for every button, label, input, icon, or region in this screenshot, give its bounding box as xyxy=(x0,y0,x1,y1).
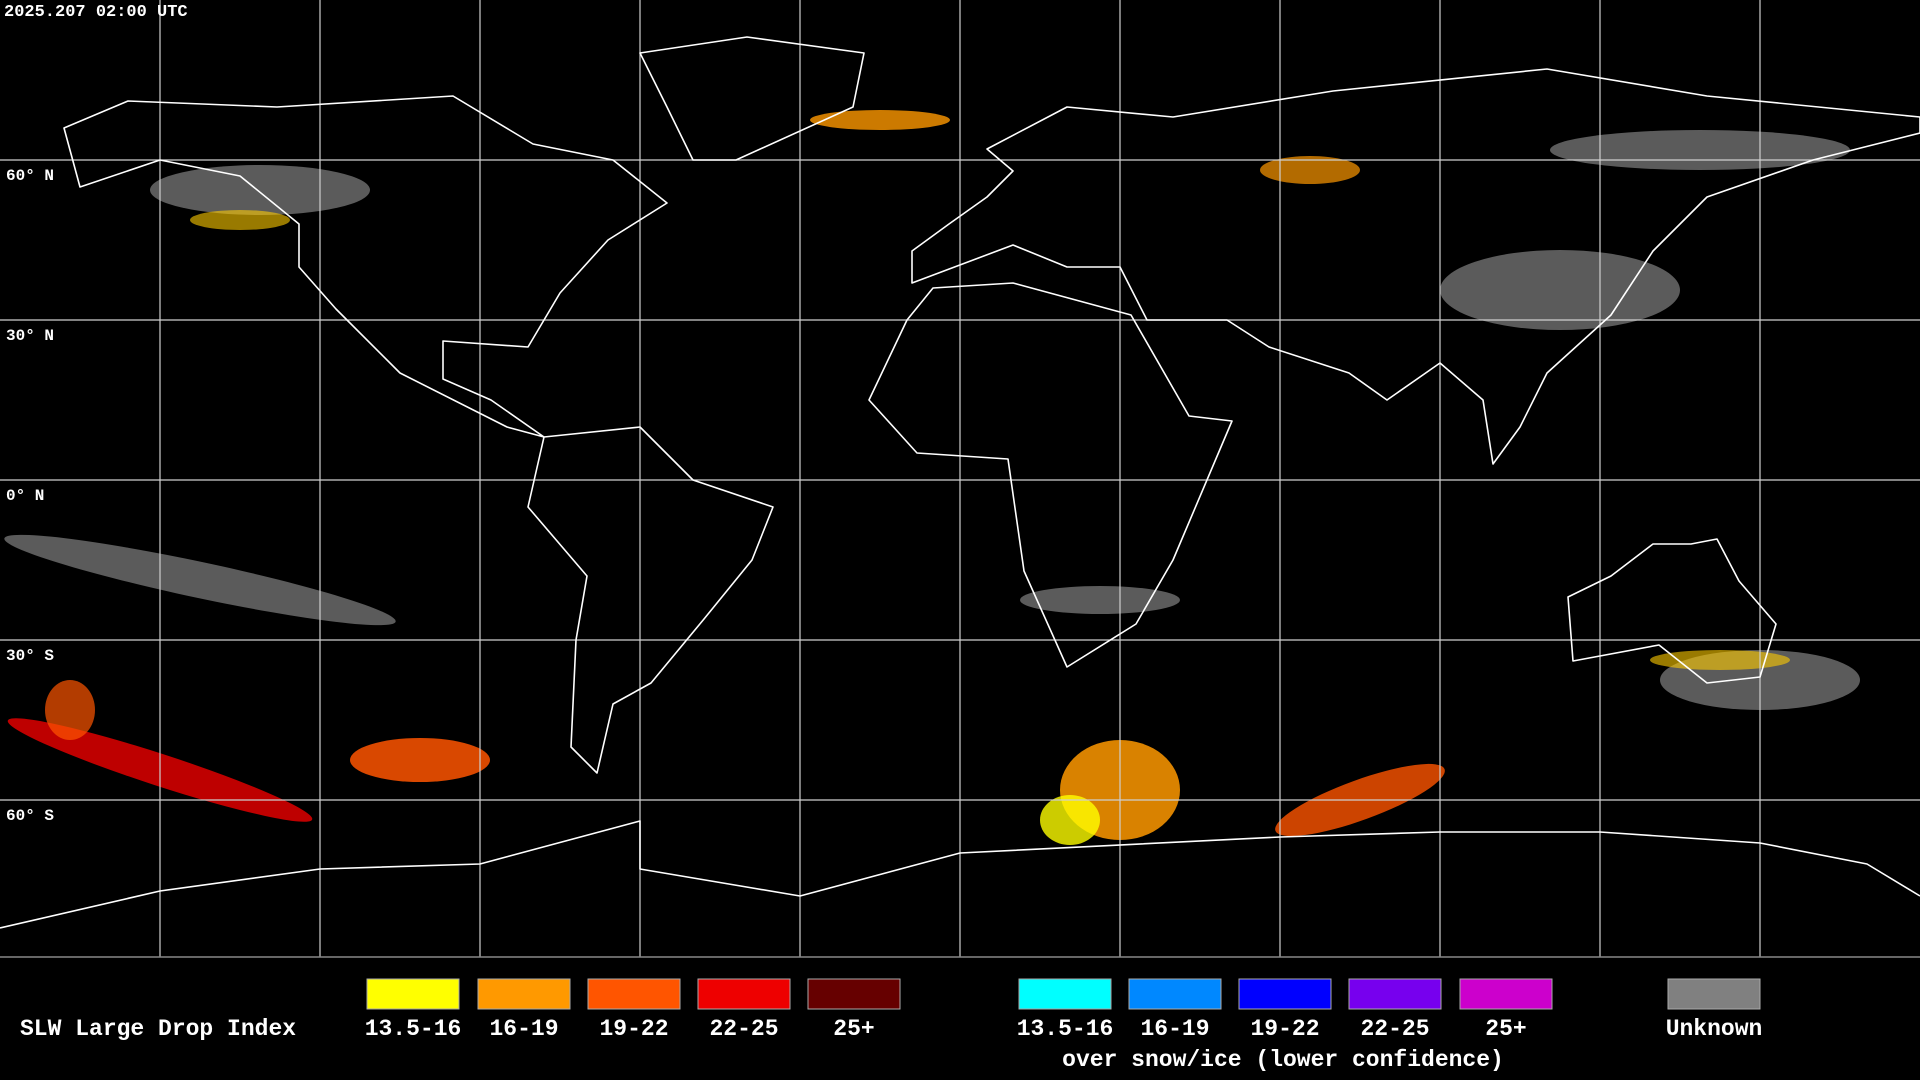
legend-label: Unknown xyxy=(1666,1016,1763,1042)
timestamp: 2025.207 02:00 UTC xyxy=(4,3,188,22)
latitude-label: 0° N xyxy=(6,487,44,505)
legend-swatch xyxy=(1238,978,1332,1010)
legend-swatch xyxy=(1128,978,1222,1010)
legend-label: 13.5-16 xyxy=(365,1016,462,1042)
south-america xyxy=(527,426,774,774)
legend-swatch xyxy=(366,978,460,1010)
legend-swatch xyxy=(587,978,681,1010)
latitude-label: 30° S xyxy=(6,647,54,665)
legend-swatch xyxy=(1348,978,1442,1010)
legend-label: 22-25 xyxy=(1360,1016,1429,1042)
legend-title: SLW Large Drop Index xyxy=(20,1016,296,1042)
cloud-13-5-16 xyxy=(190,210,290,230)
legend-swatch xyxy=(1459,978,1553,1010)
australia xyxy=(1567,538,1777,684)
cloud-19-22 xyxy=(350,738,490,782)
cloud-16-19 xyxy=(1260,156,1360,184)
legend-swatch xyxy=(697,978,791,1010)
north-america xyxy=(63,95,668,438)
grid xyxy=(0,0,1920,958)
antarctica xyxy=(0,820,1920,929)
latitude-label: 60° N xyxy=(6,167,54,185)
eurasia xyxy=(911,68,1920,465)
unknown-cloud xyxy=(150,165,370,215)
unknown-cloud xyxy=(4,534,396,626)
greenland xyxy=(639,36,865,161)
africa xyxy=(868,282,1233,668)
legend: SLW Large Drop Index over snow/ice (lowe… xyxy=(20,978,1763,1073)
latitude-label: 60° S xyxy=(6,807,54,825)
cloud-13-5-16 xyxy=(1040,795,1100,845)
unknown-cloud xyxy=(1440,250,1680,330)
legend-label: 22-25 xyxy=(709,1016,778,1042)
legend-swatch xyxy=(1018,978,1112,1010)
coastlines xyxy=(0,36,1920,929)
legend-swatch xyxy=(477,978,571,1010)
legend-label: 16-19 xyxy=(1140,1016,1209,1042)
legend-label: 25+ xyxy=(1485,1016,1526,1042)
cloud-19-22 xyxy=(45,680,95,740)
legend-label: 13.5-16 xyxy=(1017,1016,1114,1042)
legend-label: 25+ xyxy=(833,1016,874,1042)
cloud-13-5-16 xyxy=(1650,650,1790,670)
legend-swatch xyxy=(807,978,901,1010)
latitude-labels: 60° N 30° N 0° N 30° S 60° S xyxy=(6,167,54,825)
legend-label: 19-22 xyxy=(599,1016,668,1042)
legend-label: 16-19 xyxy=(489,1016,558,1042)
unknown-cloud xyxy=(1550,130,1850,170)
snow-caption: over snow/ice (lower confidence) xyxy=(1062,1047,1504,1073)
unknown-cloud xyxy=(1020,586,1180,614)
latitude-label: 30° N xyxy=(6,327,54,345)
legend-label: 19-22 xyxy=(1250,1016,1319,1042)
cloud-16-19 xyxy=(810,110,950,130)
legend-swatch xyxy=(1667,978,1761,1010)
